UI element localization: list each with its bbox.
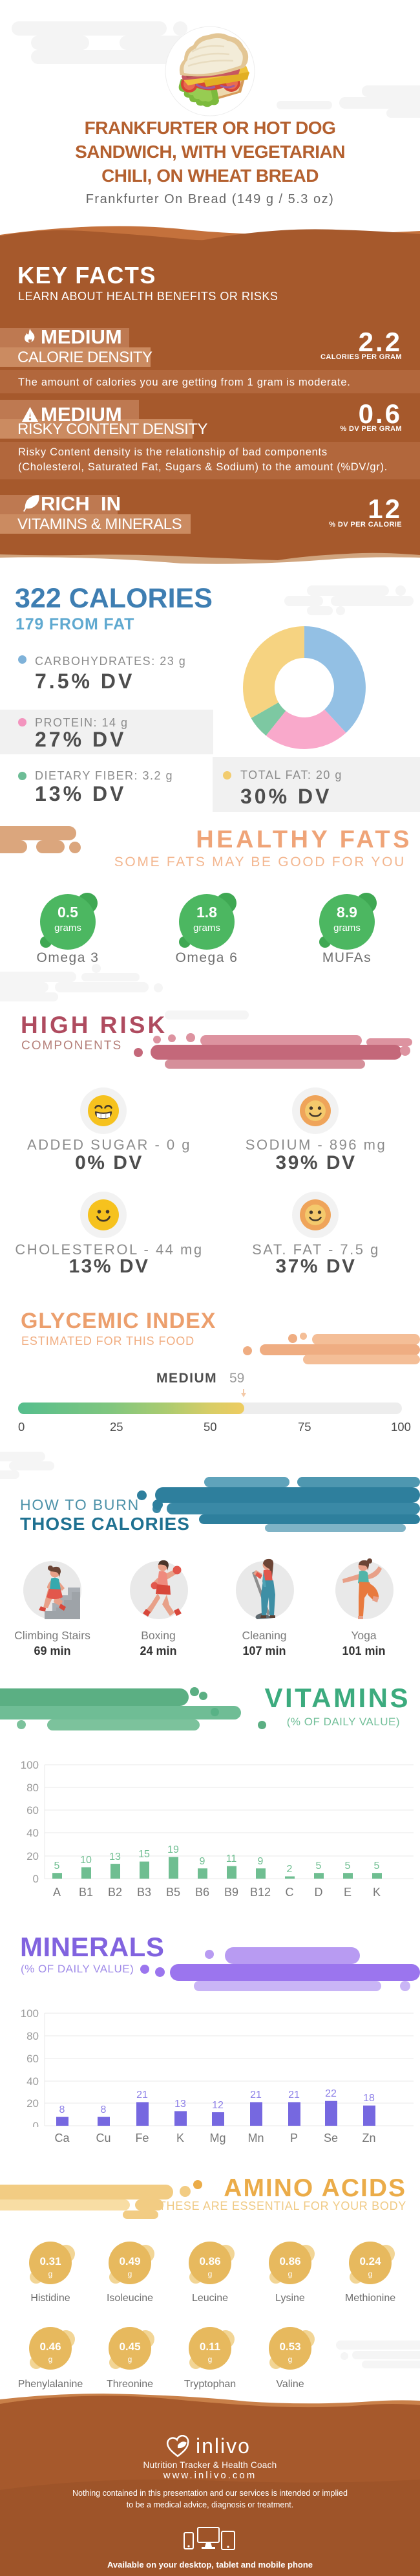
svg-text:E: E — [344, 1886, 352, 1899]
svg-text:5: 5 — [345, 1861, 351, 1872]
svg-text:g: g — [128, 2269, 132, 2278]
svg-text:40: 40 — [26, 2075, 39, 2088]
svg-text:0: 0 — [33, 1873, 39, 1883]
svg-text:B1: B1 — [79, 1886, 93, 1899]
svg-text:12: 12 — [212, 2100, 224, 2111]
svg-text:0.53: 0.53 — [279, 2341, 300, 2353]
svg-text:0.46: 0.46 — [39, 2341, 61, 2353]
svg-text:B2: B2 — [108, 1886, 122, 1899]
svg-text:80: 80 — [26, 2030, 39, 2042]
svg-text:0.45: 0.45 — [119, 2341, 140, 2353]
svg-text:0.11: 0.11 — [200, 2341, 220, 2353]
svg-text:Cu: Cu — [96, 2132, 110, 2145]
svg-text:g: g — [288, 2355, 293, 2364]
svg-text:B5: B5 — [166, 1886, 180, 1899]
svg-text:Fe: Fe — [135, 2132, 149, 2145]
svg-text:g: g — [368, 2269, 373, 2278]
svg-text:0.86: 0.86 — [279, 2255, 300, 2267]
svg-text:0.24: 0.24 — [359, 2255, 381, 2267]
svg-text:21: 21 — [250, 2090, 262, 2101]
svg-text:13: 13 — [174, 2099, 186, 2110]
svg-text:22: 22 — [325, 2088, 337, 2099]
svg-text:100: 100 — [21, 1760, 39, 1771]
svg-text:g: g — [208, 2269, 213, 2278]
svg-text:B9: B9 — [224, 1886, 238, 1899]
svg-text:9: 9 — [200, 1856, 205, 1867]
svg-text:B3: B3 — [137, 1886, 151, 1899]
svg-text:0.49: 0.49 — [119, 2255, 140, 2267]
svg-text:Phenylalanine: Phenylalanine — [18, 2379, 83, 2390]
svg-text:g: g — [288, 2269, 293, 2278]
svg-text:10: 10 — [80, 1855, 92, 1866]
svg-text:18: 18 — [363, 2093, 375, 2104]
svg-text:g: g — [48, 2355, 53, 2364]
svg-text:60: 60 — [26, 1804, 39, 1817]
svg-text:Tryptophan: Tryptophan — [184, 2379, 236, 2390]
svg-text:Lysine: Lysine — [275, 2293, 305, 2304]
svg-text:Se: Se — [324, 2132, 338, 2145]
svg-text:g: g — [128, 2355, 132, 2364]
svg-text:C: C — [286, 1886, 294, 1899]
svg-text:P: P — [290, 2132, 298, 2145]
svg-text:Ca: Ca — [54, 2132, 70, 2145]
svg-text:11: 11 — [226, 1853, 237, 1864]
svg-text:80: 80 — [26, 1782, 39, 1794]
svg-text:5: 5 — [316, 1861, 322, 1872]
svg-text:B6: B6 — [195, 1886, 209, 1899]
svg-text:0.86: 0.86 — [199, 2255, 220, 2267]
svg-text:g: g — [208, 2355, 213, 2364]
svg-text:Isoleucine: Isoleucine — [107, 2293, 153, 2304]
svg-text:K: K — [373, 1886, 381, 1899]
svg-text:Threonine: Threonine — [107, 2379, 153, 2390]
svg-text:2: 2 — [287, 1864, 293, 1875]
svg-text:5: 5 — [54, 1861, 60, 1872]
svg-text:Zn: Zn — [362, 2132, 375, 2145]
svg-text:g: g — [48, 2269, 53, 2278]
svg-text:21: 21 — [136, 2090, 148, 2101]
svg-text:60: 60 — [26, 2053, 39, 2065]
svg-text:A: A — [53, 1886, 61, 1899]
svg-text:Histidine: Histidine — [30, 2293, 70, 2304]
svg-text:Mg: Mg — [209, 2132, 226, 2145]
svg-text:Leucine: Leucine — [192, 2293, 228, 2304]
svg-text:8: 8 — [59, 2104, 65, 2115]
svg-text:21: 21 — [288, 2090, 300, 2101]
svg-text:K: K — [176, 2132, 184, 2145]
svg-text:13: 13 — [109, 1851, 121, 1862]
svg-text:B12: B12 — [250, 1886, 271, 1899]
svg-text:0: 0 — [33, 2120, 39, 2127]
svg-text:Mn: Mn — [247, 2132, 264, 2145]
svg-text:0.31: 0.31 — [39, 2255, 61, 2267]
svg-text:40: 40 — [26, 1827, 39, 1839]
svg-text:D: D — [315, 1886, 323, 1899]
svg-text:8: 8 — [101, 2104, 107, 2115]
svg-text:5: 5 — [374, 1861, 380, 1872]
svg-text:20: 20 — [26, 1850, 39, 1862]
svg-text:Methionine: Methionine — [345, 2293, 395, 2304]
svg-text:100: 100 — [21, 2009, 39, 2020]
svg-text:15: 15 — [138, 1849, 150, 1860]
svg-text:20: 20 — [26, 2097, 39, 2110]
svg-text:Valine: Valine — [276, 2379, 304, 2390]
svg-text:19: 19 — [167, 1844, 179, 1855]
svg-text:9: 9 — [258, 1856, 264, 1867]
